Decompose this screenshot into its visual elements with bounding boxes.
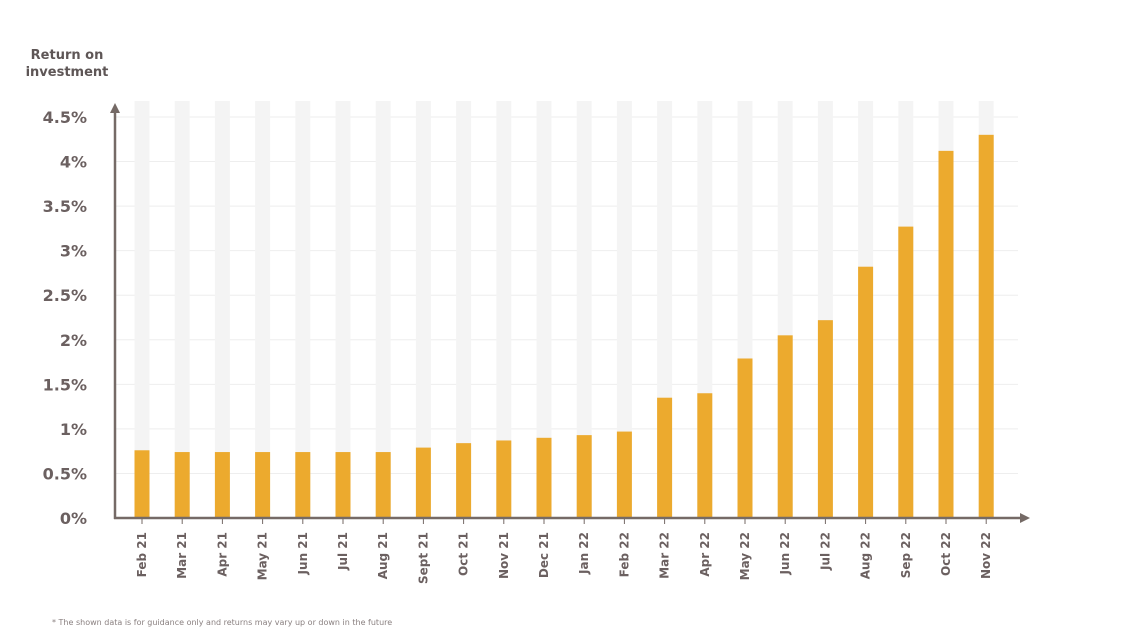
bar: [737, 358, 753, 518]
background-column: [415, 101, 431, 518]
background-column: [214, 101, 230, 518]
y-tick-label: 1.5%: [43, 375, 87, 394]
background-column: [255, 101, 271, 518]
bar: [456, 443, 472, 518]
background-column: [616, 101, 632, 518]
bar: [255, 452, 271, 518]
x-tick-label: Oct 21: [457, 532, 471, 576]
bar: [777, 335, 793, 518]
x-tick-label: Nov 22: [979, 532, 993, 579]
y-tick-label: 4%: [60, 153, 87, 172]
x-tick-label: Apr 22: [698, 532, 712, 577]
background-column: [576, 101, 592, 518]
bar: [335, 452, 351, 518]
bar: [496, 440, 512, 518]
bar: [697, 393, 713, 518]
y-tick-label: 0.5%: [43, 464, 87, 483]
bar: [898, 226, 914, 518]
footnote: * The shown data is for guidance only an…: [52, 618, 393, 627]
bar: [536, 437, 552, 518]
x-axis-arrow: [1020, 513, 1030, 523]
x-tick-label: Sep 22: [899, 532, 913, 578]
x-tick-label: Aug 21: [376, 532, 390, 579]
y-tick-label: 3%: [60, 242, 87, 261]
x-tick-label: Feb 21: [135, 532, 149, 577]
x-tick-label: Jun 21: [296, 532, 310, 575]
y-axis-title-line-2: investment: [26, 65, 109, 80]
background-column: [496, 101, 512, 518]
x-tick-label: May 21: [256, 532, 270, 580]
bar: [415, 447, 431, 518]
x-tick-label: Mar 21: [175, 532, 189, 579]
gridlines: [115, 116, 1018, 474]
x-tick-label: Aug 22: [859, 532, 873, 579]
bar: [134, 450, 150, 518]
background-column: [456, 101, 472, 518]
x-tick-label: Apr 21: [215, 532, 229, 577]
bar: [295, 452, 311, 518]
x-tick-label: Feb 22: [617, 532, 631, 577]
bar: [214, 452, 230, 518]
x-tick-label: Jan 22: [577, 532, 591, 575]
x-tick-label: May 22: [738, 532, 752, 580]
x-tick-label: Dec 21: [537, 532, 551, 578]
x-tick-label: Jul 22: [818, 532, 832, 571]
y-tick-label: 1%: [60, 420, 87, 439]
y-tick-label: 4.5%: [43, 108, 87, 127]
x-tick-label: Jun 22: [778, 532, 792, 575]
background-column: [375, 101, 391, 518]
background-column: [134, 101, 150, 518]
x-tick-label: Nov 21: [497, 532, 511, 579]
bar: [938, 150, 954, 518]
y-tick-label: 2.5%: [43, 286, 87, 305]
background-column: [536, 101, 552, 518]
x-tick-label: Sept 21: [416, 532, 430, 584]
background-column: [295, 101, 311, 518]
axes: [110, 103, 1030, 524]
x-tick-label: Mar 22: [658, 532, 672, 579]
bar: [375, 452, 391, 518]
bar: [817, 320, 833, 518]
y-tick-label: 0%: [60, 509, 87, 528]
y-tick-label: 2%: [60, 331, 87, 350]
x-tick-label: Oct 22: [939, 532, 953, 576]
y-tick-labels: 0% 0.5% 1% 1.5% 2% 2.5% 3% 3.5% 4% 4.5%: [43, 108, 87, 528]
background-column: [335, 101, 351, 518]
bar: [858, 266, 874, 518]
bar: [657, 397, 673, 518]
y-axis-title-line-1: Return on: [31, 48, 104, 63]
bar: [576, 435, 592, 518]
bar: [978, 134, 994, 519]
bar: [616, 431, 632, 518]
bar: [174, 452, 190, 518]
background-column: [174, 101, 190, 518]
y-tick-label: 3.5%: [43, 197, 87, 216]
x-tick-labels: Feb 21 Mar 21 Apr 21 May 21 Jun 21 Jul 21 Aug …: [135, 532, 993, 584]
y-axis-arrow: [110, 103, 120, 113]
x-tick-label: Jul 21: [336, 532, 350, 571]
bars: [134, 134, 994, 519]
